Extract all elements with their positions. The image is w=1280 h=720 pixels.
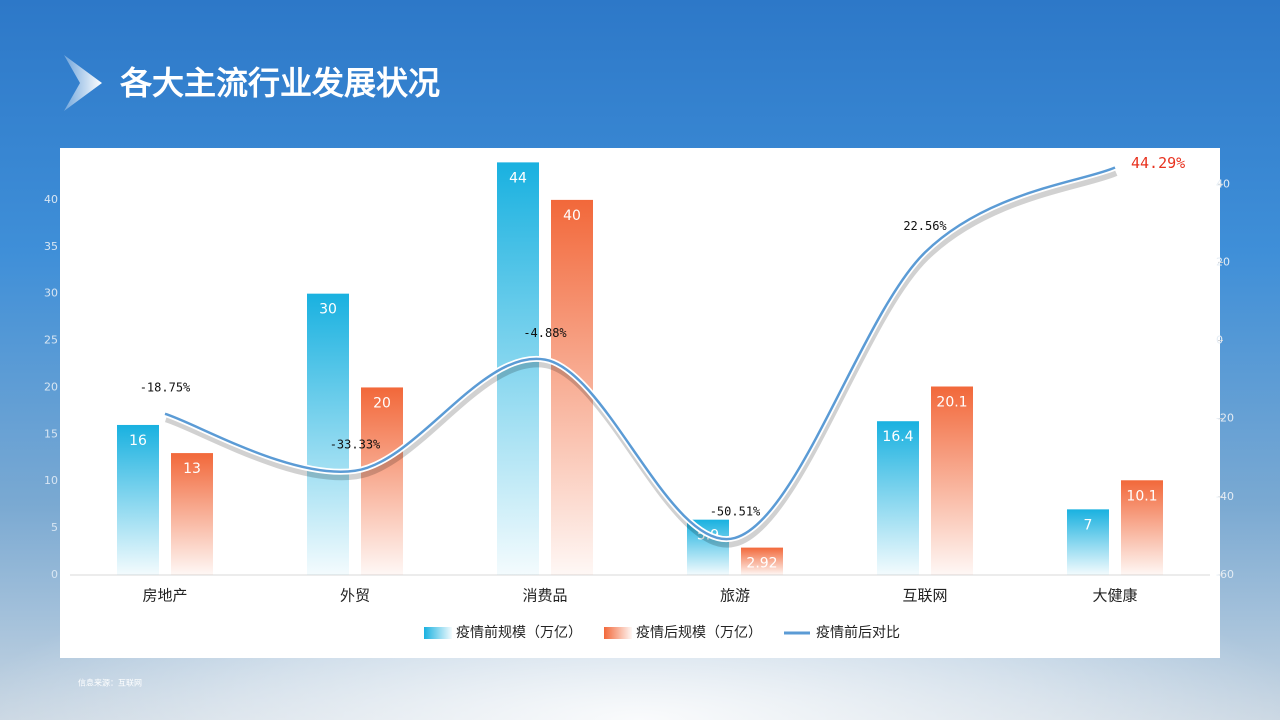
bar [877, 421, 919, 575]
bar [687, 519, 729, 575]
bar-label: 20.1 [936, 395, 967, 411]
line [164, 166, 1116, 541]
y2-tick-label: 40 [1216, 177, 1230, 190]
y-tick-label: 25 [44, 334, 58, 347]
line-label: -33.33% [330, 437, 381, 451]
y2-tick-label: 20 [1216, 255, 1230, 268]
x-tick-label: 房地产 [142, 587, 187, 605]
bar-label: 10.1 [1126, 488, 1157, 504]
chart-panel [60, 148, 1220, 658]
y-tick-label: 0 [51, 568, 58, 581]
legend-label: 疫情后规模（万亿） [636, 625, 762, 641]
line-label: -50.51% [710, 504, 761, 518]
y2-tick-label: -20 [1216, 412, 1234, 425]
y-tick-label: 35 [44, 240, 58, 253]
line-label: 44.29% [1131, 154, 1185, 172]
y2-tick-label: -60 [1216, 568, 1234, 581]
y2-tick-label: 0 [1216, 334, 1223, 347]
legend-label: 疫情前规模（万亿） [456, 624, 582, 641]
bar-label: 13 [183, 461, 201, 477]
x-tick-label: 外贸 [340, 587, 370, 605]
x-tick-label: 大健康 [1092, 587, 1137, 605]
source-note: 信息来源：互联网 [78, 678, 142, 688]
slide-title: 各大主流行业发展状况 [120, 64, 440, 102]
bar-label: 7 [1084, 517, 1093, 533]
bar [117, 424, 159, 575]
y2-tick-label: -40 [1216, 490, 1234, 503]
bar-label: 20 [373, 395, 391, 411]
bar [1121, 480, 1163, 575]
line-label: -18.75% [140, 380, 191, 394]
x-tick-label: 消费品 [522, 587, 567, 605]
bar [741, 547, 783, 575]
bar [361, 387, 403, 575]
y-tick-label: 30 [44, 287, 58, 300]
bar [171, 453, 213, 575]
line-label: 22.56% [903, 219, 947, 233]
bar-label: 44 [509, 170, 527, 186]
bar-label: 16 [129, 433, 147, 449]
x-tick-label: 旅游 [720, 587, 750, 605]
legend-swatch [424, 627, 452, 639]
y-tick-label: 20 [44, 380, 58, 393]
line-label: -4.88% [523, 326, 567, 340]
bar [931, 386, 973, 575]
bar [1067, 509, 1109, 575]
legend-swatch [604, 627, 632, 639]
bar-label: 2.92 [746, 556, 777, 572]
y-tick-label: 10 [44, 474, 58, 487]
y-tick-label: 40 [44, 193, 58, 206]
title-arrow [64, 55, 102, 111]
bar-label: 30 [319, 302, 337, 318]
bar [307, 293, 349, 575]
x-tick-label: 互联网 [902, 587, 947, 605]
y-tick-label: 5 [51, 521, 58, 534]
bar-label: 16.4 [882, 429, 913, 445]
bar-label: 40 [563, 208, 581, 224]
legend-label: 疫情前后对比 [816, 624, 900, 641]
y-tick-label: 15 [44, 427, 58, 440]
